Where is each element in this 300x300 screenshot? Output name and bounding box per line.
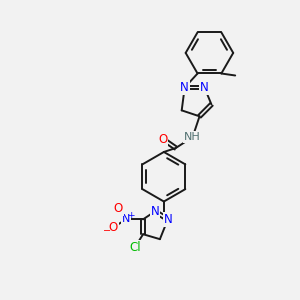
Text: N: N (122, 214, 130, 224)
Text: N: N (180, 81, 189, 94)
Text: NH: NH (184, 132, 201, 142)
Text: O: O (158, 133, 167, 146)
Text: O: O (114, 202, 123, 215)
Text: N: N (151, 205, 159, 218)
Text: −: − (103, 226, 112, 236)
Text: +: + (128, 211, 135, 220)
Text: N: N (164, 213, 172, 226)
Text: N: N (200, 81, 209, 94)
Text: Cl: Cl (129, 241, 141, 254)
Text: O: O (109, 221, 118, 234)
